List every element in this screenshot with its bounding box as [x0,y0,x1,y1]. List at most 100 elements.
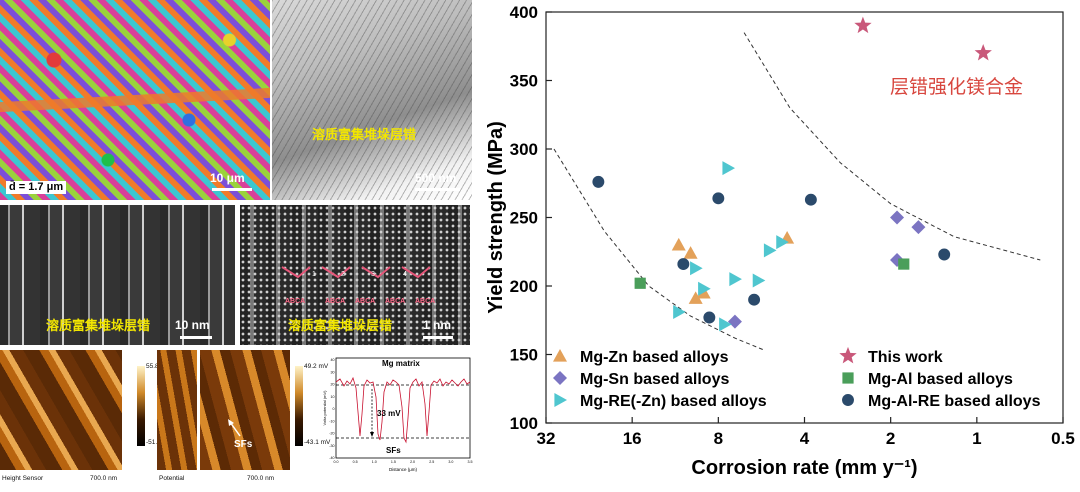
stacking-sequence-1: ABCA [285,298,306,305]
stacking-sequence-2: ABCA [325,298,346,305]
height-colorbar [137,366,145,446]
data-point-triangle-right [729,272,742,287]
stacking-sequence-3: ABCA [355,298,376,305]
kpfm-xtick-label: 0.5 [353,460,358,464]
x-tick-label: 16 [623,429,642,448]
data-point-diamond [890,210,905,225]
data-point-circle [703,311,716,324]
grain-size-label: d̄ = 1.7 μm [6,181,67,194]
haadf-right-scale-label: 1 nm [423,318,452,332]
legend-marker-triangle-right [554,393,567,407]
sfs-arrow [228,419,241,437]
haadf-left-scale-bar [180,336,212,339]
ebsd-band [0,87,270,113]
ebsd-scale-bar [212,188,252,191]
legend-label: Mg-Zn based alloys [580,349,729,366]
kpfm-ytick-label: -20 [329,432,334,436]
data-point-triangle-right [698,281,711,296]
series-circle [592,175,951,324]
data-point-triangle-right [719,317,732,332]
legend-label: Mg-Al based alloys [868,371,1013,388]
data-point-triangle-right [752,273,766,288]
x-tick-label: 1 [972,429,981,448]
ebsd-map: d̄ = 1.7 μm 10 μm [0,0,270,200]
kpfm-xtick-label: 1.5 [391,460,396,464]
potential-label: Potential [159,475,185,482]
potential-colorbar [295,366,303,446]
kpfm-xtick-label: 3.0 [448,460,453,464]
y-tick-label: 250 [510,209,538,228]
kpfm-xtick-label: 2.5 [429,460,434,464]
legend-marker-circle [842,394,854,406]
afm-height-image [0,350,122,470]
data-point-circle [748,293,761,306]
kpfm-title: Mg matrix [382,359,420,368]
legend-label: Mg-RE(-Zn) based alloys [580,393,767,410]
stacking-number-1: 1 [312,271,316,278]
x-tick-label: 0.5 [1051,429,1075,448]
chart-annotation: 层错强化镁合金 [890,76,1023,98]
series-diamond [727,210,926,329]
guide-curve-upper-guide [743,32,1041,261]
kpfm-profile-plot: Mg matrix 33 mV SFs Distance (μm) Volta … [322,357,473,472]
data-point-circle [592,175,605,188]
height-sensor-label: Height Sensor [2,475,44,482]
data-point-triangle [688,291,703,304]
data-point-triangle [671,237,686,251]
x-tick-label: 8 [714,429,723,448]
series-triangle-right [673,161,789,332]
kpfm-xlabel: Distance (μm) [389,467,418,472]
potential-min-label: -43.1 mV [304,439,331,446]
tem-scale-bar [415,188,460,191]
kpfm-xtick-label: 0.0 [334,460,339,464]
y-tick-label: 100 [510,414,538,433]
legend-marker-star [839,346,857,364]
x-tick-label: 2 [886,429,895,448]
stacking-number-2: 2 [341,271,345,278]
haadf-image-left: 溶质富集堆垛层错 10 nm [0,205,235,345]
potential-scale-label: 700.0 nm [247,475,275,482]
kpfm-xtick-label: 2.0 [410,460,415,464]
height-scale-label: 700.0 nm [90,475,118,482]
data-point-diamond [727,314,742,329]
ebsd-scale-label: 10 μm [210,171,245,185]
y-tick-label: 150 [510,346,538,365]
data-point-triangle-right [690,261,703,276]
tem-caption: 溶质富集堆垛层错 [312,127,417,142]
data-point-circle [712,192,725,205]
kpfm-xtick-label: 1.0 [372,460,377,464]
guide-curve-lower-guide [553,148,766,351]
scatter-chart: 100 150 200 250 300 350 400 32 16 8 4 2 1 0.5 Corrosio… [480,0,1080,487]
data-point-triangle [683,246,698,259]
legend-label: Mg-Al-RE based alloys [868,393,1041,410]
legend-marker-diamond [553,371,567,385]
data-point-triangle-right [763,243,777,258]
kpfm-ytick-label: -40 [329,456,334,460]
haadf-left-caption: 溶质富集堆垛层错 [46,318,151,333]
legend-marker-triangle [553,349,567,362]
kpfm-ytick-label: 10 [331,395,335,399]
series-star [854,16,992,61]
kpfm-ytick-label: 20 [331,383,335,387]
data-point-star [974,44,992,61]
tem-image: 溶质富集堆垛层错 500 nm [272,0,472,200]
stacking-sequence-4: ABCA [385,298,406,305]
kpfm-ytick-label: -10 [329,419,334,423]
series-square [634,258,910,289]
stacking-overlay [281,266,431,279]
potential-max-label: 49.2 mV [304,363,329,370]
data-point-triangle-right [722,161,736,176]
data-point-star [854,16,872,34]
y-tick-label: 300 [510,140,538,159]
legend-label: This work [868,349,943,366]
legend-label: Mg-Sn based alloys [580,371,729,388]
kpfm-xticks: 0.0 0.5 1.0 1.5 2.0 2.5 3.0 3.5 [334,460,473,464]
scatter-chart-svg: 100 150 200 250 300 350 400 32 16 8 4 2 1 0.5 Corrosio… [485,3,1075,479]
data-point-circle [938,248,951,261]
data-point-diamond [911,220,926,235]
y-tick-label: 350 [510,72,538,91]
kpfm-ytick-label: -30 [329,444,334,448]
kpfm-ylabel: Volta potential (mV) [322,390,327,426]
kpfm-delta-label: 33 mV [377,409,401,418]
kpfm-ytick-label: 30 [331,370,335,374]
